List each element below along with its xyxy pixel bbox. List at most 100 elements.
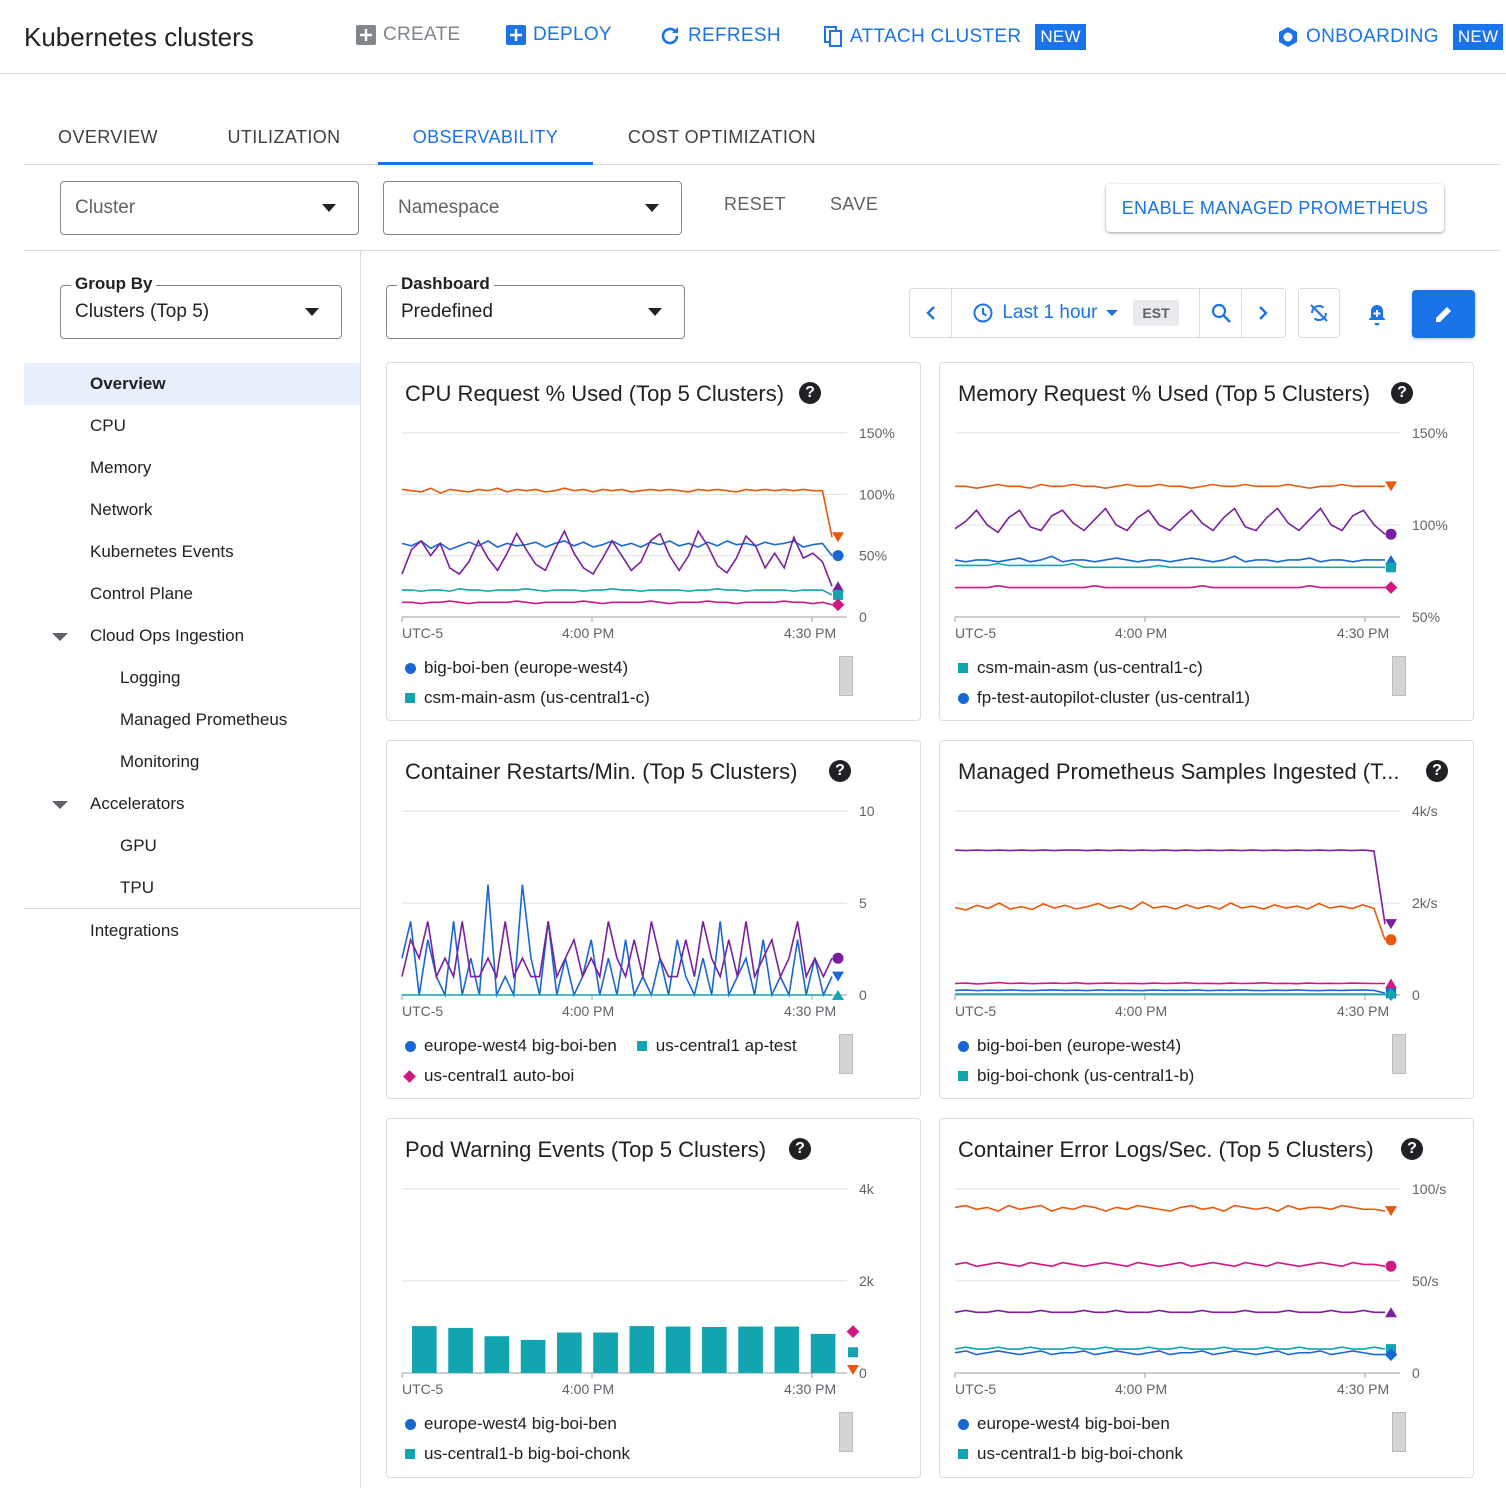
- legend-item[interactable]: us-central1 auto-boi: [403, 1061, 817, 1091]
- sidebar-item-cpu[interactable]: CPU: [90, 416, 126, 435]
- help-icon[interactable]: ?: [799, 382, 821, 404]
- sidebar-item-control-plane[interactable]: Control Plane: [90, 584, 194, 603]
- series-line: [401, 487, 833, 538]
- tab-observability[interactable]: OBSERVABILITY: [378, 110, 593, 165]
- sidebar-item-overview[interactable]: Overview: [24, 363, 360, 405]
- legend-scrollbar[interactable]: [839, 1412, 853, 1452]
- sidebar-item-managed-prometheus[interactable]: Managed Prometheus: [120, 710, 288, 729]
- refresh-button[interactable]: REFRESH: [658, 24, 781, 48]
- x-tick-label: 4:30 PM: [1337, 1381, 1390, 1397]
- x-tick-label: 4:00 PM: [1115, 1003, 1168, 1019]
- sync-disabled-icon: [1310, 304, 1328, 322]
- chart-title: Container Error Logs/Sec. (Top 5 Cluster…: [958, 1137, 1374, 1162]
- dashboard-label: Dashboard: [397, 274, 494, 294]
- dashboard-select[interactable]: Dashboard Predefined: [386, 274, 685, 339]
- sidebar-item-tpu[interactable]: TPU: [120, 878, 154, 897]
- legend-label: us-central1 auto-boi: [424, 1066, 575, 1085]
- legend-item[interactable]: us-central1-b big-boi-chonk: [958, 1439, 1183, 1469]
- help-icon[interactable]: ?: [789, 1138, 811, 1160]
- pencil-icon: [1435, 305, 1452, 322]
- previous-time-button[interactable]: [910, 289, 952, 337]
- legend-scrollbar[interactable]: [839, 656, 853, 696]
- x-tick-label: UTC-5: [402, 625, 444, 641]
- create-label: CREATE: [383, 24, 461, 45]
- help-icon[interactable]: ?: [1401, 1138, 1423, 1160]
- x-tick-label: 4:00 PM: [562, 1381, 615, 1397]
- legend-scrollbar[interactable]: [1392, 1034, 1406, 1074]
- onboarding-button[interactable]: ONBOARDING NEW: [1276, 24, 1504, 50]
- help-icon[interactable]: ?: [829, 760, 851, 782]
- legend-item[interactable]: us-central1-b big-boi-chonk: [405, 1439, 630, 1469]
- series-line: [955, 584, 1385, 589]
- legend-item[interactable]: europe-west4 big-boi-ben: [958, 1409, 1183, 1439]
- sidebar-item-accelerators[interactable]: Accelerators: [24, 783, 360, 825]
- legend-marker: [958, 692, 969, 704]
- legend-label: us-central1-b big-boi-chonk: [424, 1444, 630, 1463]
- legend-item[interactable]: europe-west4 big-boi-ben: [405, 1409, 630, 1439]
- create-button[interactable]: CREATE: [355, 24, 460, 46]
- legend-scrollbar[interactable]: [1392, 1412, 1406, 1452]
- namespace-select[interactable]: Namespace: [383, 181, 682, 235]
- sync-disabled-button[interactable]: [1299, 289, 1339, 337]
- chart-card: Memory Request % Used (Top 5 Clusters) ?…: [939, 362, 1474, 721]
- sidebar-item-gpu[interactable]: GPU: [120, 836, 157, 855]
- timezone-badge: EST: [1133, 300, 1179, 326]
- legend-scrollbar[interactable]: [1392, 656, 1406, 696]
- bar: [557, 1332, 582, 1373]
- x-tick-label: 4:30 PM: [784, 625, 837, 641]
- sync-toggle-button[interactable]: [1298, 288, 1340, 338]
- legend-item[interactable]: big-boi-chonk (us-central1-b): [958, 1061, 1194, 1091]
- zoom-button[interactable]: [1200, 289, 1242, 337]
- bar: [412, 1326, 437, 1373]
- sidebar-item-integrations[interactable]: Integrations: [90, 921, 179, 940]
- time-range-picker[interactable]: Last 1 hour EST: [952, 289, 1200, 337]
- expand-arrow-icon[interactable]: [52, 633, 68, 641]
- legend-item[interactable]: europe-west4 big-boi-ben: [405, 1031, 617, 1061]
- sidebar-item-monitoring[interactable]: Monitoring: [120, 752, 200, 771]
- help-icon[interactable]: ?: [1391, 382, 1413, 404]
- legend-marker: [403, 1069, 416, 1083]
- legend-marker: [636, 1041, 647, 1051]
- legend-item[interactable]: csm-main-asm (us-central1-c): [405, 683, 650, 713]
- sidebar-item-cloud-ops-ingestion[interactable]: Cloud Ops Ingestion: [24, 615, 360, 657]
- deploy-button[interactable]: DEPLOY: [505, 24, 612, 46]
- legend-item[interactable]: big-boi-ben (europe-west4): [958, 1031, 1194, 1061]
- enable-managed-prometheus-button[interactable]: ENABLE MANAGED PROMETHEUS: [1106, 184, 1444, 232]
- legend-item[interactable]: big-boi-ben (europe-west4): [405, 653, 650, 683]
- sidebar-item-logging[interactable]: Logging: [120, 668, 181, 687]
- add-alert-button[interactable]: [1362, 300, 1392, 330]
- next-time-button[interactable]: [1242, 289, 1284, 337]
- tab-utilization[interactable]: UTILIZATION: [227, 127, 341, 147]
- y-tick-label: 2k: [859, 1273, 875, 1289]
- chart-plot: 150% 100% 50%: [954, 425, 1448, 623]
- legend-marker: [958, 663, 968, 673]
- sidebar-item-label: Cloud Ops Ingestion: [90, 626, 245, 645]
- cluster-select[interactable]: Cluster: [60, 181, 359, 235]
- x-tick-label: 4:30 PM: [1337, 1003, 1390, 1019]
- chart-legend: europe-west4 big-boi-ben us-central1-b b…: [958, 1409, 1183, 1469]
- sidebar-item-memory[interactable]: Memory: [90, 458, 152, 477]
- top-bar: Kubernetes clusters CREATE DEPLOY REFRES…: [0, 0, 1506, 74]
- legend-marker: [958, 1040, 969, 1052]
- help-icon[interactable]: ?: [1426, 760, 1448, 782]
- reset-button[interactable]: RESET: [724, 194, 787, 214]
- tab-overview[interactable]: OVERVIEW: [58, 127, 158, 147]
- tab-cost-optimization[interactable]: COST OPTIMIZATION: [627, 127, 817, 147]
- edit-dashboard-button[interactable]: [1412, 290, 1475, 338]
- sidebar-item-kubernetes-events[interactable]: Kubernetes Events: [90, 542, 234, 561]
- sidebar-item-network[interactable]: Network: [90, 500, 153, 519]
- legend-scrollbar[interactable]: [839, 1034, 853, 1074]
- series-end-marker: [1385, 528, 1397, 540]
- legend-item[interactable]: fp-test-autopilot-cluster (us-central1): [958, 683, 1250, 713]
- save-button[interactable]: SAVE: [830, 194, 879, 214]
- attach-cluster-button[interactable]: ATTACH CLUSTER NEW: [824, 24, 1086, 50]
- legend-label: big-boi-ben (europe-west4): [424, 658, 629, 677]
- legend-item[interactable]: us-central1 ap-test: [636, 1031, 797, 1061]
- y-tick-label: 50/s: [1412, 1273, 1438, 1289]
- bar: [738, 1326, 763, 1373]
- legend-item[interactable]: csm-main-asm (us-central1-c): [958, 653, 1250, 683]
- group-by-select[interactable]: Group By Clusters (Top 5): [60, 274, 342, 339]
- series-end-marker: [832, 952, 844, 964]
- expand-arrow-icon[interactable]: [52, 801, 68, 809]
- legend-label: europe-west4 big-boi-ben: [977, 1414, 1170, 1433]
